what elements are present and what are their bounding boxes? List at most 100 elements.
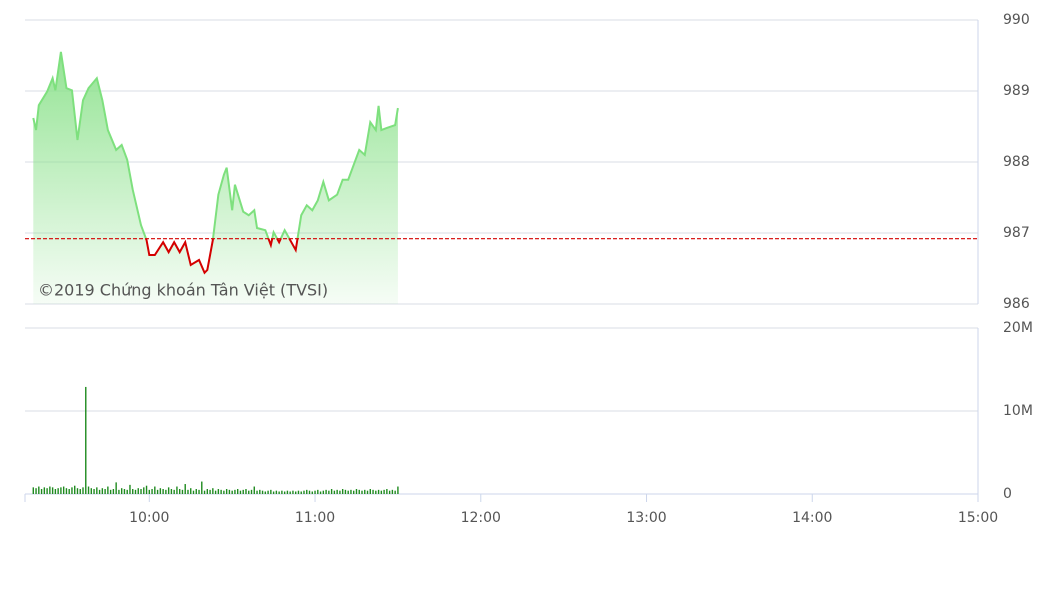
volume-bar	[259, 489, 261, 494]
volume-bar	[292, 490, 294, 494]
volume-bar	[242, 489, 244, 494]
volume-bar	[62, 486, 65, 494]
volume-bar	[192, 490, 195, 494]
volume-bar	[317, 489, 319, 494]
volume-bar	[344, 489, 347, 494]
volume-bar	[383, 489, 385, 494]
volume-bar	[220, 489, 222, 494]
volume-bar	[361, 490, 363, 494]
volume-bar	[198, 489, 200, 494]
volume-bar	[156, 489, 159, 494]
volume-bar	[253, 486, 255, 494]
volume-bar	[236, 489, 239, 494]
volume-bar	[76, 488, 79, 494]
volume-bar	[391, 489, 394, 494]
volume-bar	[85, 386, 87, 494]
volume-bar	[173, 489, 175, 494]
x-tick-label: 14:00	[792, 510, 832, 526]
volume-bar	[170, 489, 173, 494]
volume-bar	[176, 486, 178, 494]
volume-bar	[355, 489, 358, 494]
volume-bar	[350, 489, 352, 494]
volume-bar	[308, 490, 311, 494]
volume-bar	[366, 490, 369, 494]
volume-bar	[112, 489, 115, 494]
volume-bar	[364, 489, 366, 494]
volume-bar	[275, 490, 278, 494]
volume-bar	[203, 490, 206, 494]
volume-bar	[339, 490, 341, 494]
volume-bar	[35, 488, 37, 494]
annotation: ©2019 Chứng khoán Tân Việt (TVSI)	[38, 281, 328, 300]
volume-bar	[104, 489, 106, 494]
volume-bar	[328, 490, 330, 494]
volume-bar	[40, 489, 43, 494]
y-tick-label: 990	[1003, 12, 1030, 28]
volume-bar	[159, 488, 162, 494]
volume-bar	[148, 489, 151, 494]
volume-bar	[239, 490, 242, 494]
volume-bar	[286, 490, 289, 494]
volume-bar	[98, 489, 101, 494]
volume-bar	[187, 489, 189, 494]
volume-bar	[358, 489, 360, 494]
volume-bar	[184, 484, 186, 494]
volume-bar	[261, 490, 264, 494]
volume-bar	[281, 490, 283, 494]
volume-bar	[375, 490, 377, 494]
volume-bar	[140, 489, 142, 494]
volume-bar	[256, 490, 258, 494]
volume-bar	[314, 490, 316, 494]
volume-bar	[322, 490, 325, 494]
y-tick-label: 987	[1003, 225, 1030, 241]
volume-bar	[190, 488, 192, 494]
volume-bar	[377, 489, 380, 494]
volume-bar	[87, 486, 90, 494]
volume-bar	[82, 487, 84, 494]
volume-bar	[129, 484, 131, 494]
volume-bar	[46, 488, 48, 494]
volume-bar	[43, 487, 46, 494]
volume-bar	[264, 491, 267, 494]
volume-bar	[217, 489, 220, 494]
volume-bar	[250, 489, 253, 494]
volume-bar	[38, 486, 40, 494]
volume-bar	[245, 489, 247, 494]
volume-bar	[372, 489, 374, 494]
y-tick-label: 986	[1003, 296, 1030, 312]
volume-bar	[71, 487, 73, 494]
volume-bar	[289, 491, 291, 494]
volume-bar	[145, 485, 148, 494]
volume-bar	[93, 489, 95, 494]
volume-bar	[270, 489, 272, 494]
volume-bar	[347, 490, 349, 494]
volume-bar	[137, 488, 139, 494]
volume-bar	[101, 488, 104, 494]
volume-bar	[394, 490, 396, 494]
volume-bar	[178, 489, 181, 494]
volume-bar	[272, 491, 275, 494]
volume-bar	[234, 489, 236, 494]
volume-bar	[333, 490, 336, 494]
y-tick-label: 20M	[1003, 320, 1033, 336]
volume-bar	[311, 491, 313, 494]
volume-bar	[115, 482, 117, 494]
volume-bar	[65, 488, 68, 494]
volume-bar	[60, 487, 62, 494]
volume-bar	[341, 489, 344, 494]
volume-bar	[231, 490, 233, 494]
x-tick-label: 15:00	[958, 510, 998, 526]
volume-bar	[330, 489, 333, 494]
volume-bar	[132, 489, 134, 494]
x-tick-label: 10:00	[129, 510, 169, 526]
volume-bar	[386, 489, 388, 494]
volume-bar	[154, 486, 156, 494]
volume-bar	[278, 491, 280, 494]
volume-bar	[267, 490, 269, 494]
volume-bar	[74, 485, 76, 494]
volume-bar	[223, 490, 225, 494]
volume-bar	[248, 490, 250, 494]
y-tick-label: 10M	[1003, 403, 1033, 419]
volume-bar	[228, 489, 231, 494]
